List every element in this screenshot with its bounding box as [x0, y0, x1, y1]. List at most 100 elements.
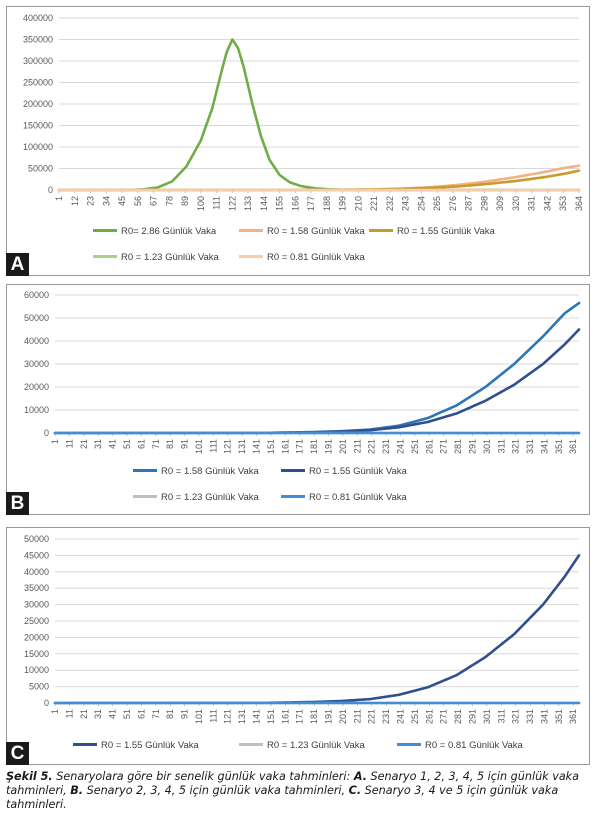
x-tick-label: 1 — [50, 439, 60, 444]
legend-item: R0 = 1.55 Günlük Vaka — [281, 466, 407, 477]
y-tick-label: 20000 — [24, 632, 49, 642]
x-tick-label: 67 — [149, 196, 159, 206]
legend-label: R0 = 0.81 Günlük Vaka — [309, 492, 407, 503]
legend-swatch — [397, 742, 421, 746]
legend-item: R0 = 1.55 Günlük Vaka — [73, 740, 199, 751]
x-tick-label: 141 — [252, 709, 262, 724]
legend-item: R0 = 1.23 Günlük Vaka — [93, 252, 219, 263]
legend-label: R0= 2.86 Günlük Vaka — [121, 226, 217, 237]
x-tick-label: 271 — [439, 709, 449, 724]
caption-a-text: Senaryo 1, 2, 3, 4, 5 için günlük vaka t… — [6, 770, 580, 797]
x-tick-label: 181 — [309, 439, 319, 454]
x-tick-label: 21 — [79, 439, 89, 449]
x-tick-label: 254 — [416, 196, 426, 211]
legend-swatch — [239, 228, 263, 232]
chart-panel-c: 0 5000 10000 15000 20000 25000 30000 35000 40000… — [6, 527, 590, 765]
x-tick-label: 320 — [511, 196, 521, 211]
x-tick-label: 241 — [395, 439, 405, 454]
x-tick-label: 161 — [280, 709, 290, 724]
x-tick-label: 81 — [165, 709, 175, 719]
x-tick-label: 231 — [381, 439, 391, 454]
x-tick-label: 111 — [212, 196, 222, 210]
legend-swatch — [133, 468, 157, 472]
series-line — [53, 554, 581, 705]
panel-label-c: C — [6, 742, 29, 765]
y-tick-label: 400000 — [23, 13, 53, 23]
y-tick-label: 10000 — [24, 665, 49, 675]
x-tick-label: 281 — [453, 709, 463, 724]
legend-swatch — [239, 254, 263, 258]
x-tick-label: 51 — [122, 709, 132, 719]
x-tick-label: 155 — [275, 196, 285, 211]
y-tick-label: 35000 — [24, 583, 49, 593]
x-tick-label: 191 — [324, 709, 334, 724]
y-tick-label: 15000 — [24, 649, 49, 659]
legend-swatch — [239, 742, 263, 746]
x-tick-label: 311 — [496, 709, 506, 723]
x-tick-label: 331 — [525, 439, 535, 454]
x-tick-label: 41 — [108, 439, 118, 449]
legend-item: R0 = 0.81 Günlük Vaka — [239, 252, 365, 263]
x-tick-label: 141 — [252, 439, 262, 454]
legend-swatch — [281, 468, 305, 472]
x-tick-label: 131 — [237, 709, 247, 724]
legend-item: R0= 2.86 Günlük Vaka — [93, 226, 216, 237]
legend-swatch — [73, 742, 97, 746]
series-line — [53, 328, 581, 435]
x-tick-label: 91 — [180, 439, 190, 449]
x-tick-label: 101 — [194, 439, 204, 454]
x-tick-label: 271 — [439, 439, 449, 454]
x-tick-label: 133 — [243, 196, 253, 211]
x-tick-label: 331 — [525, 709, 535, 724]
y-tick-label: 25000 — [24, 616, 49, 626]
y-tick-label: 300000 — [23, 56, 53, 66]
legend-label: R0 = 1.23 Günlük Vaka — [161, 492, 259, 503]
x-tick-label: 221 — [369, 196, 379, 211]
x-tick-label: 251 — [410, 709, 420, 724]
legend-item: R0 = 1.23 Günlük Vaka — [133, 492, 259, 503]
x-tick-label: 166 — [290, 196, 300, 211]
x-tick-label: 171 — [295, 709, 305, 724]
legend-item: R0 = 1.58 Günlük Vaka — [239, 226, 365, 237]
y-tick-label: 200000 — [23, 99, 53, 109]
legend-swatch — [93, 254, 117, 258]
x-tick-label: 211 — [352, 439, 362, 453]
x-tick-label: 1 — [54, 196, 64, 201]
x-tick-label: 144 — [259, 196, 269, 211]
caption-b-label: B. — [70, 784, 84, 797]
y-tick-label: 30000 — [24, 600, 49, 610]
x-tick-label: 151 — [266, 439, 276, 454]
x-tick-label: 353 — [558, 196, 568, 211]
x-tick-label: 11 — [64, 439, 74, 448]
caption-c-label: C. — [348, 784, 362, 797]
x-tick-label: 276 — [448, 196, 458, 211]
legend-item: R0 = 0.81 Günlük Vaka — [281, 492, 407, 503]
x-tick-label: 23 — [86, 196, 96, 206]
x-tick-label: 311 — [496, 439, 506, 453]
x-tick-label: 91 — [180, 709, 190, 719]
x-tick-label: 121 — [223, 439, 233, 454]
x-tick-label: 341 — [539, 709, 549, 724]
x-tick-label: 331 — [527, 196, 537, 211]
x-tick-label: 321 — [511, 709, 521, 724]
x-tick-label: 243 — [401, 196, 411, 211]
series-line — [57, 164, 581, 192]
x-tick-label: 177 — [306, 196, 316, 211]
x-tick-label: 71 — [151, 709, 161, 719]
x-tick-label: 111 — [208, 439, 218, 453]
legend-label: R0 = 0.81 Günlük Vaka — [425, 740, 523, 751]
x-tick-label: 221 — [367, 709, 377, 724]
x-tick-label: 121 — [223, 709, 233, 724]
x-tick-label: 111 — [208, 709, 218, 723]
caption-a-label: A. — [353, 770, 367, 783]
y-tick-label: 350000 — [23, 35, 53, 45]
x-tick-label: 231 — [381, 709, 391, 724]
x-tick-label: 191 — [324, 439, 334, 454]
x-tick-label: 61 — [136, 709, 146, 719]
x-tick-label: 201 — [338, 709, 348, 724]
x-tick-label: 261 — [424, 709, 434, 724]
x-tick-label: 301 — [482, 709, 492, 724]
x-tick-label: 11 — [64, 709, 74, 718]
legend-swatch — [281, 494, 305, 498]
y-tick-label: 45000 — [24, 550, 49, 560]
